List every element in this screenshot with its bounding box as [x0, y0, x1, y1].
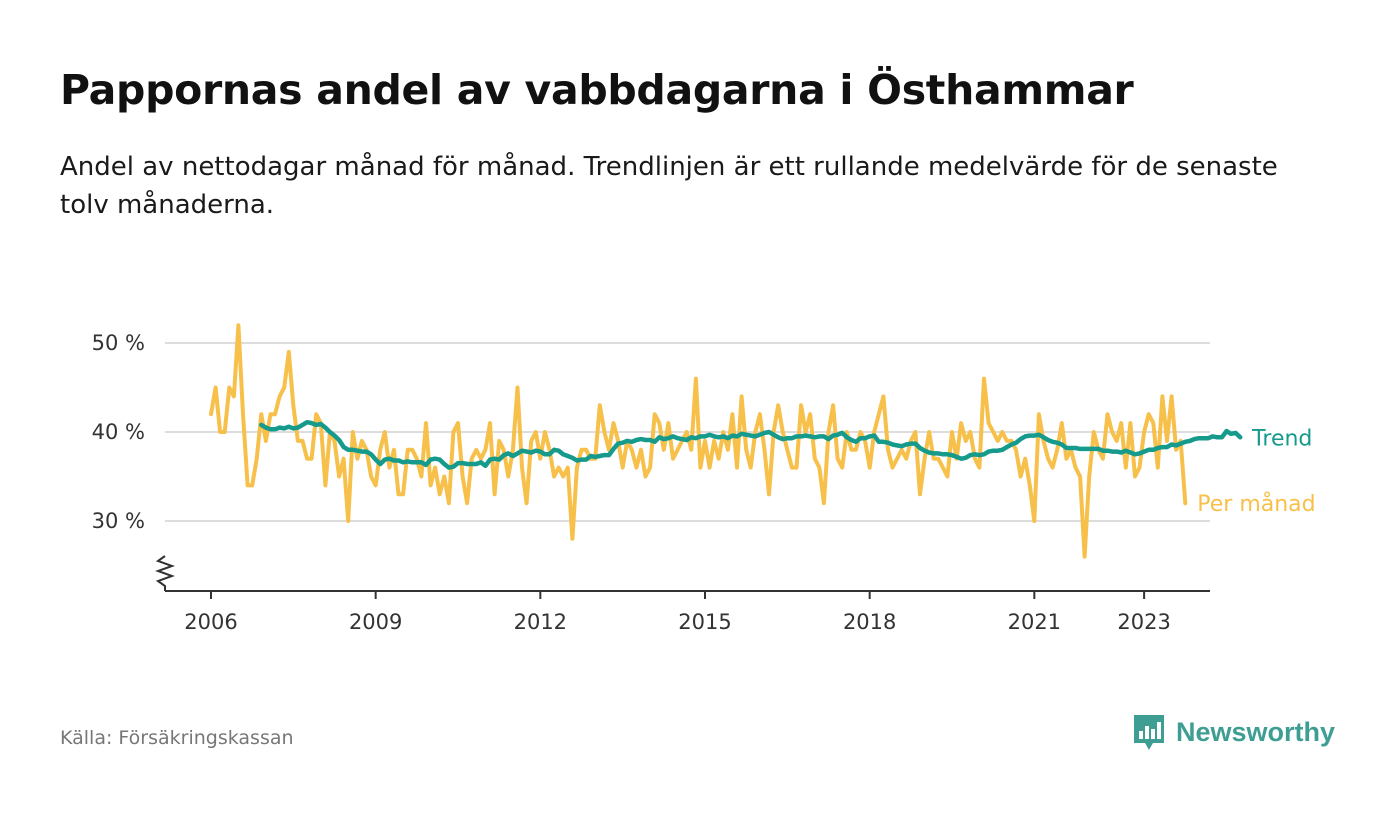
chart-subtitle: Andel av nettodagar månad för månad. Tre… [60, 152, 1278, 220]
x-tick-label: 2015 [678, 610, 731, 634]
x-tick-label: 2018 [843, 610, 896, 634]
x-tick-label: 2009 [349, 610, 402, 634]
trend-line [259, 419, 1243, 470]
brand-name: Newsworthy [1176, 716, 1336, 747]
x-tick-label: 2012 [514, 610, 567, 634]
x-tick-label: 2023 [1117, 610, 1170, 634]
series-lines [209, 323, 1243, 559]
trend-label: Trend [1251, 426, 1312, 451]
y-tick-label: 40 % [92, 420, 145, 444]
monthly-line [209, 323, 1188, 559]
chart-title: Pappornas andel av vabbdagarna i Östhamm… [60, 66, 1134, 114]
monthly-label: Per månad [1197, 491, 1315, 517]
bar-chart-speech-icon [1134, 715, 1164, 750]
brand-logo: Newsworthy [1132, 712, 1335, 752]
series-labels: Per månad Trend [1197, 426, 1315, 517]
x-tick-label: 2021 [1008, 610, 1061, 634]
axes: 30 % 40 % 50 % 2006 2009 2012 2015 2018 2021 2023 [92, 331, 1210, 634]
y-tick-label: 50 % [92, 331, 145, 355]
x-tick-label: 2006 [184, 610, 237, 634]
axis-break-icon [155, 555, 175, 591]
y-tick-label: 30 % [92, 509, 145, 533]
source-note: Källa: Försäkringskassan [60, 727, 294, 749]
